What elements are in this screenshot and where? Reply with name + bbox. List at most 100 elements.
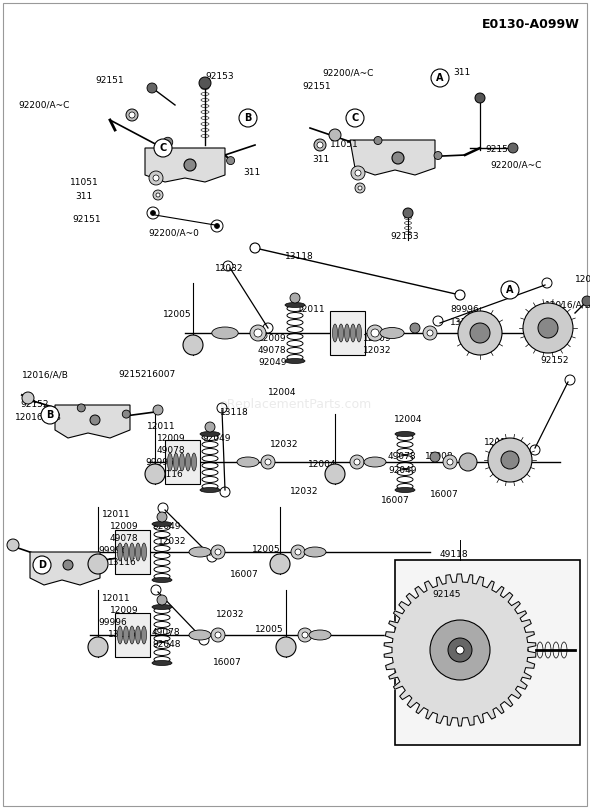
Circle shape xyxy=(508,143,518,153)
Text: 12032: 12032 xyxy=(215,264,244,273)
Text: 12004: 12004 xyxy=(268,388,297,397)
Circle shape xyxy=(430,452,440,462)
Circle shape xyxy=(456,646,464,654)
Text: 11051: 11051 xyxy=(330,140,359,149)
Circle shape xyxy=(33,556,51,574)
Circle shape xyxy=(205,422,215,432)
Text: 92145: 92145 xyxy=(432,590,461,599)
Circle shape xyxy=(199,77,211,89)
Ellipse shape xyxy=(142,626,146,644)
Ellipse shape xyxy=(237,457,259,467)
Text: 13116: 13116 xyxy=(108,630,137,639)
Circle shape xyxy=(410,323,420,333)
Text: 92153: 92153 xyxy=(390,232,419,241)
Text: 12004: 12004 xyxy=(308,460,336,469)
Circle shape xyxy=(41,406,59,424)
Text: 9215216007: 9215216007 xyxy=(118,370,175,379)
Circle shape xyxy=(354,459,360,465)
Text: 99996: 99996 xyxy=(145,458,173,467)
Text: 12005: 12005 xyxy=(252,545,281,554)
Polygon shape xyxy=(30,552,100,585)
Circle shape xyxy=(239,109,257,127)
Bar xyxy=(395,560,580,745)
Circle shape xyxy=(163,138,173,147)
Circle shape xyxy=(250,325,266,341)
Ellipse shape xyxy=(395,431,415,437)
Circle shape xyxy=(215,549,221,555)
Text: C: C xyxy=(352,113,359,123)
Circle shape xyxy=(314,139,326,151)
Ellipse shape xyxy=(179,453,185,471)
Ellipse shape xyxy=(212,327,238,339)
Circle shape xyxy=(501,451,519,469)
Circle shape xyxy=(443,455,457,469)
Ellipse shape xyxy=(173,453,179,471)
Text: E0130-A099W: E0130-A099W xyxy=(482,18,580,31)
Ellipse shape xyxy=(123,626,129,644)
Circle shape xyxy=(122,410,130,418)
Circle shape xyxy=(153,190,163,200)
Text: 12016/A/B: 12016/A/B xyxy=(545,300,590,309)
Ellipse shape xyxy=(136,626,140,644)
Text: 12011: 12011 xyxy=(484,438,513,447)
Text: 12011: 12011 xyxy=(102,594,130,603)
Bar xyxy=(115,613,150,657)
Circle shape xyxy=(351,166,365,180)
Circle shape xyxy=(358,186,362,190)
Text: 92049: 92049 xyxy=(202,434,231,443)
Text: 92200/A~0: 92200/A~0 xyxy=(148,228,199,237)
Text: 12009: 12009 xyxy=(157,434,186,443)
Ellipse shape xyxy=(200,431,220,437)
Circle shape xyxy=(295,549,301,555)
Circle shape xyxy=(270,554,290,574)
Circle shape xyxy=(183,335,203,355)
Ellipse shape xyxy=(123,543,129,561)
Circle shape xyxy=(355,183,365,193)
Ellipse shape xyxy=(339,324,343,342)
Ellipse shape xyxy=(380,328,404,338)
Text: 49078: 49078 xyxy=(258,346,287,355)
Circle shape xyxy=(423,326,437,340)
Circle shape xyxy=(153,175,159,181)
Ellipse shape xyxy=(395,488,415,493)
Ellipse shape xyxy=(189,630,211,640)
Text: D: D xyxy=(38,560,46,570)
Circle shape xyxy=(276,637,296,657)
Circle shape xyxy=(488,438,532,482)
Ellipse shape xyxy=(168,453,172,471)
Text: 12009: 12009 xyxy=(363,334,392,343)
Circle shape xyxy=(346,109,364,127)
Circle shape xyxy=(355,170,361,176)
Ellipse shape xyxy=(152,578,172,582)
Text: 12009: 12009 xyxy=(258,334,287,343)
Circle shape xyxy=(88,554,108,574)
Text: 12032: 12032 xyxy=(270,440,299,449)
Text: 92200/A~C: 92200/A~C xyxy=(322,68,373,77)
Ellipse shape xyxy=(129,543,135,561)
Circle shape xyxy=(150,210,156,215)
Bar xyxy=(165,440,200,484)
Circle shape xyxy=(459,453,477,471)
Text: 92151: 92151 xyxy=(72,215,101,224)
Ellipse shape xyxy=(364,457,386,467)
Text: 12005: 12005 xyxy=(163,310,192,319)
Text: 92151: 92151 xyxy=(302,82,330,91)
Text: 13116: 13116 xyxy=(155,470,183,479)
Ellipse shape xyxy=(189,547,211,557)
Circle shape xyxy=(227,157,235,164)
Text: 311: 311 xyxy=(312,155,329,164)
Circle shape xyxy=(538,318,558,338)
Circle shape xyxy=(470,323,490,343)
Circle shape xyxy=(367,325,383,341)
Ellipse shape xyxy=(285,303,305,307)
Circle shape xyxy=(129,112,135,118)
Text: 99996: 99996 xyxy=(98,618,127,627)
Text: 311: 311 xyxy=(453,68,470,77)
Text: B: B xyxy=(46,410,54,420)
Text: 12016/A/B: 12016/A/B xyxy=(15,412,62,421)
Ellipse shape xyxy=(192,453,196,471)
Text: 92151: 92151 xyxy=(485,145,514,154)
Text: 13116: 13116 xyxy=(108,558,137,567)
Ellipse shape xyxy=(285,358,305,363)
Text: A: A xyxy=(436,73,444,83)
